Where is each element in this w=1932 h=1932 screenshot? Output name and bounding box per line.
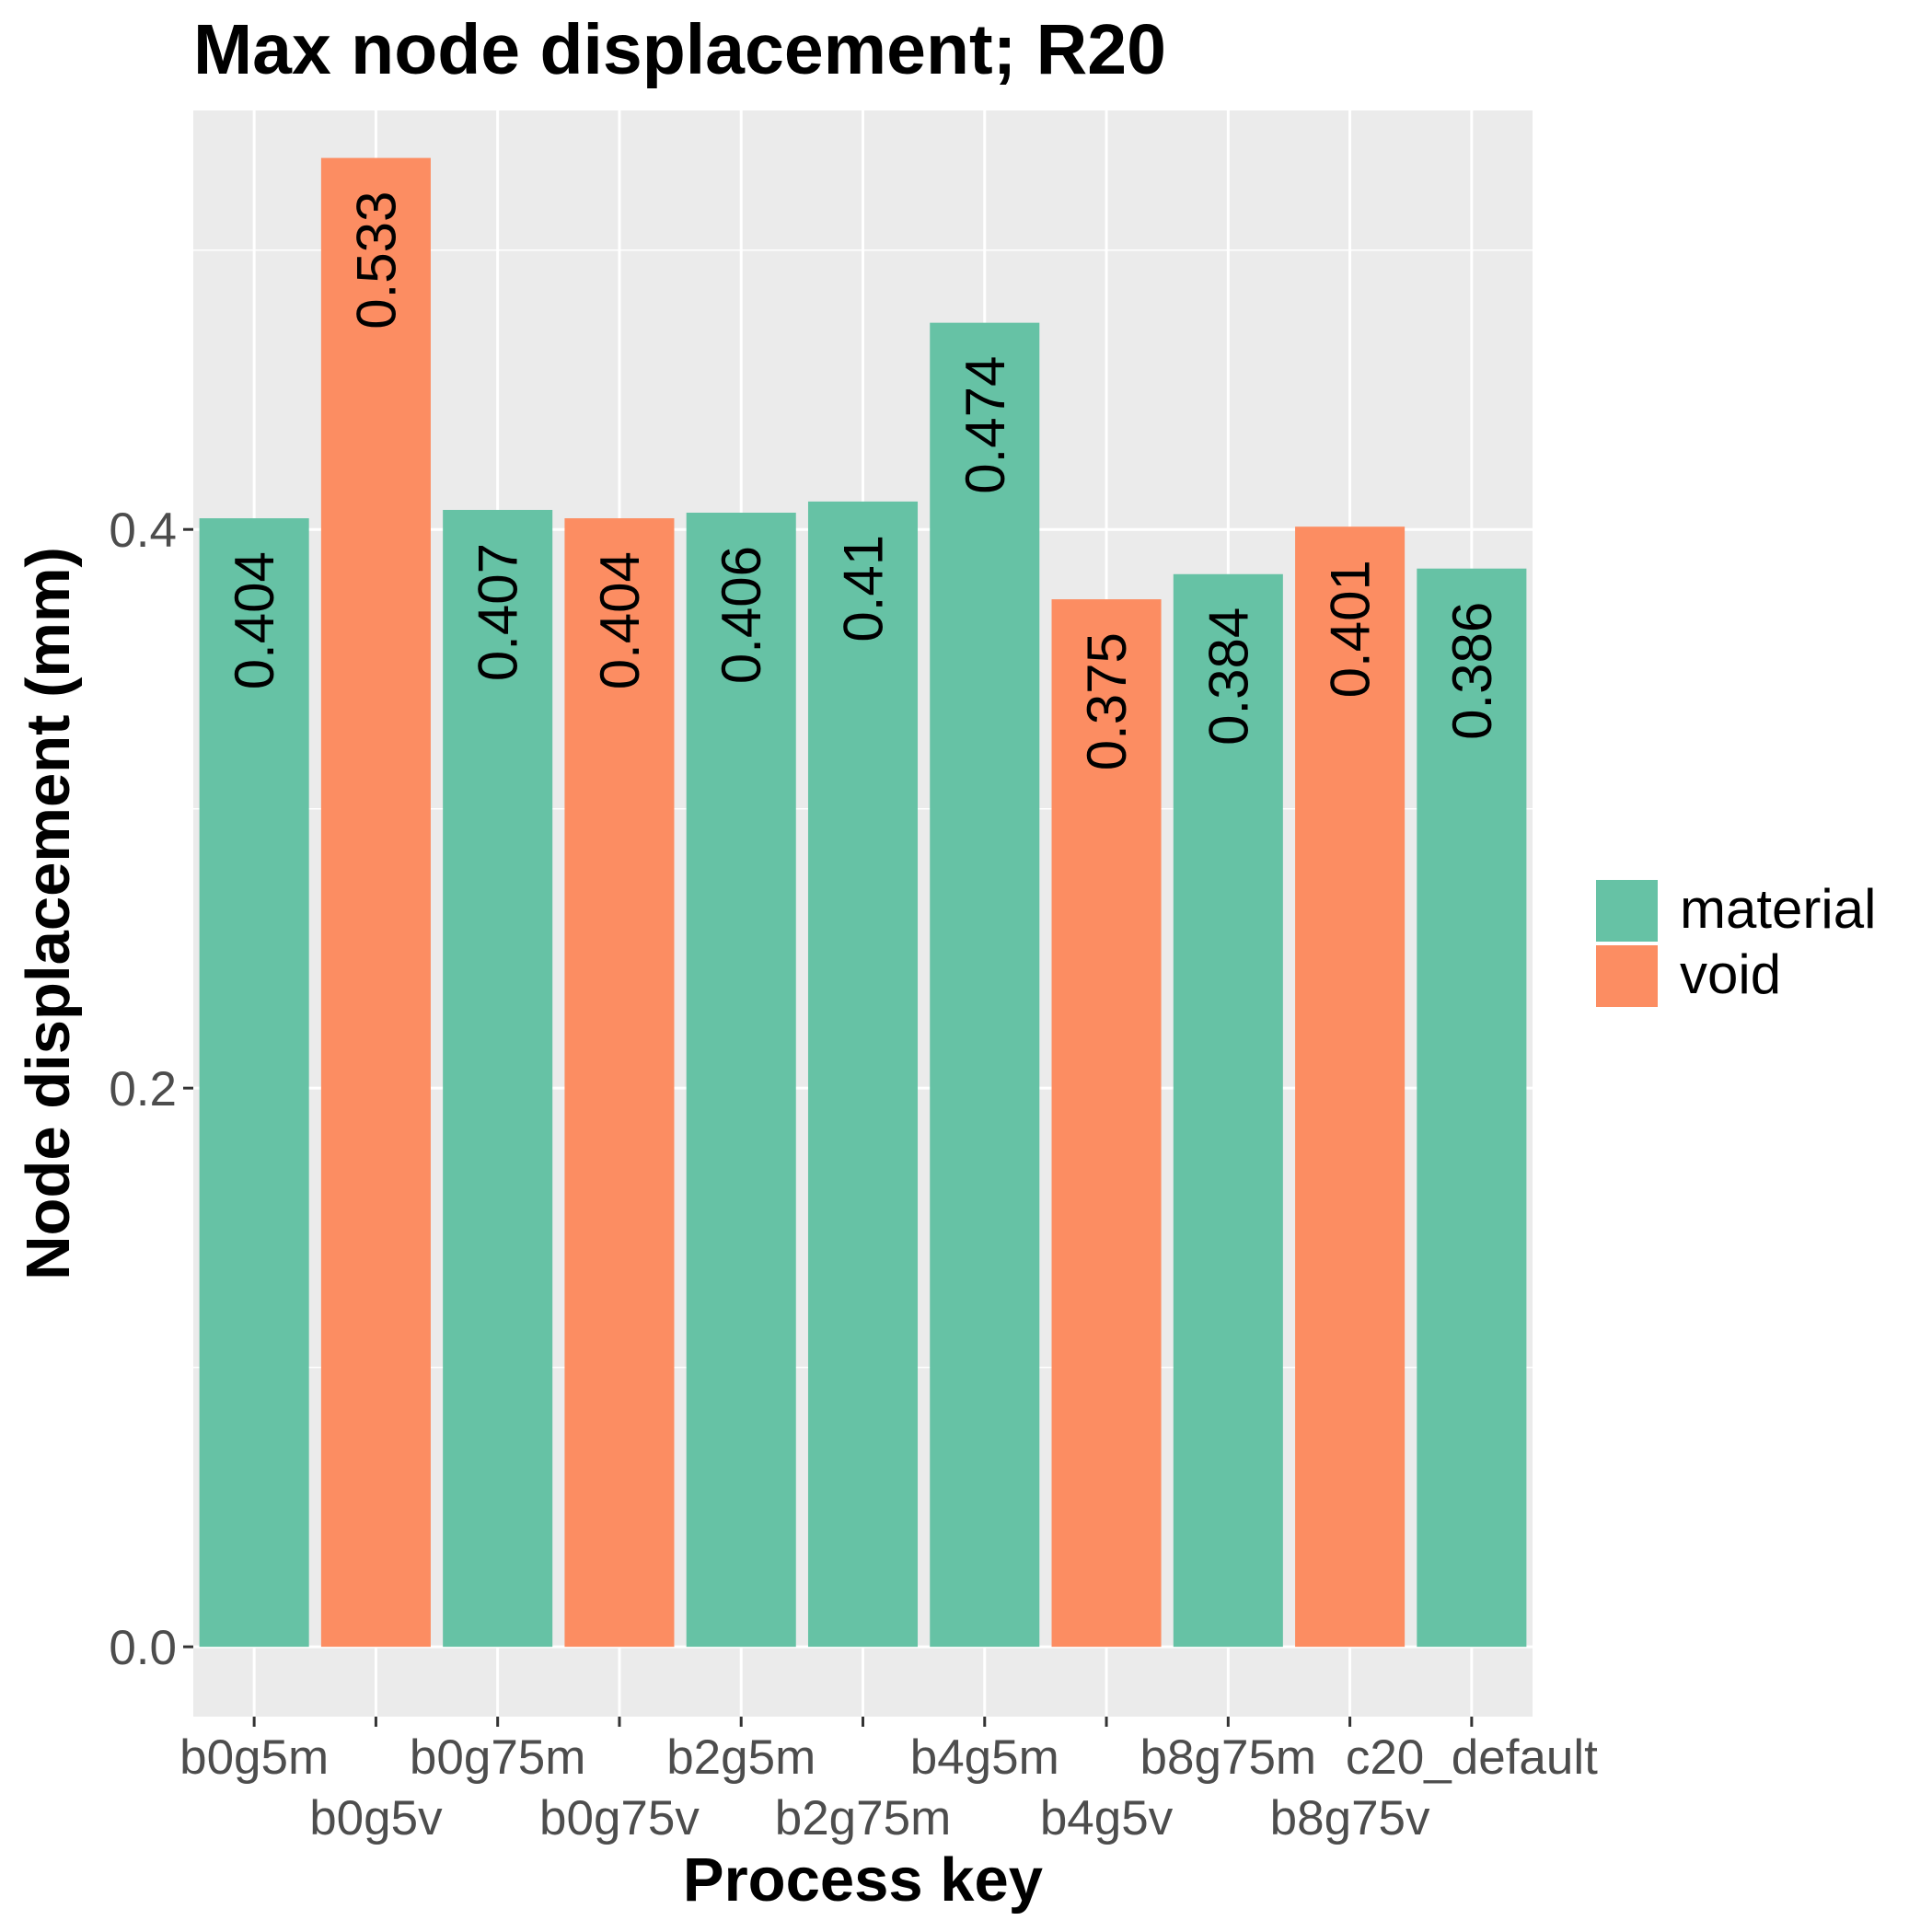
bar-value-label-b0g75m: 0.407 (468, 543, 529, 681)
bar-value-label-b2g75m: 0.41 (833, 535, 895, 642)
x-tick-label-b0g75m: b0g75m (410, 1730, 586, 1785)
x-tick-label-c20_default: c20_default (1346, 1730, 1598, 1785)
x-tick-label-b2g75m: b2g75m (775, 1791, 952, 1845)
x-tick-label-b2g5m: b2g5m (666, 1730, 816, 1785)
bar-b8g75v (1295, 526, 1406, 1648)
legend-label-void: void (1680, 943, 1781, 1005)
x-tick-label-b0g75v: b0g75v (539, 1791, 700, 1845)
x-tick-label-b8g75m: b8g75m (1140, 1730, 1317, 1785)
x-axis: b0g5m b0g5v b0g75m b0g75v b2g5m b2g75m b4g5m b4… (179, 1717, 1598, 1845)
bar-b2g75m (807, 501, 919, 1648)
y-tick-label: 0.2 (109, 1062, 177, 1116)
bar-value-label-b4g5v: 0.375 (1076, 632, 1138, 770)
x-tick-label-b4g5v: b4g5v (1040, 1791, 1174, 1845)
bar-value-label-b0g5v: 0.533 (345, 191, 407, 330)
x-tick-label-b8g75v: b8g75v (1270, 1791, 1430, 1845)
y-axis: 0.0 0.2 0.4 (109, 503, 193, 1675)
legend-swatch-void (1594, 943, 1660, 1009)
bar-b4g5m (930, 322, 1040, 1648)
bar-b0g75m (443, 509, 553, 1648)
x-axis-title: Process key (683, 1845, 1043, 1915)
x-tick-label-b0g5m: b0g5m (179, 1730, 329, 1785)
bar-value-label-b0g75v: 0.404 (589, 551, 651, 689)
x-tick-label-b0g5v: b0g5v (309, 1791, 443, 1845)
bar-b0g75v (564, 518, 675, 1648)
legend-label-material: material (1680, 878, 1876, 940)
y-axis-title: Node displacement (mm) (14, 547, 83, 1280)
bar-b4g5v (1051, 599, 1162, 1648)
bars (199, 157, 1527, 1648)
chart-title: Max node displacement; R20 (193, 10, 1166, 89)
bar-value-label-b4g5m: 0.474 (954, 356, 1016, 494)
y-tick-label: 0.4 (109, 503, 177, 558)
bar-value-label-c20_default: 0.386 (1441, 602, 1503, 740)
bar-value-label-b8g75v: 0.401 (1320, 560, 1382, 698)
bar-c20_default (1417, 568, 1527, 1648)
x-tick-label-b4g5m: b4g5m (910, 1730, 1059, 1785)
bar-value-label-b8g75m: 0.384 (1197, 607, 1259, 746)
bar-value-label-b2g5m: 0.406 (711, 546, 772, 684)
bar-b8g75m (1173, 573, 1283, 1648)
bar-value-labels: 0.404 0.533 0.407 0.404 0.406 0.41 0.474 0.375 0… (224, 191, 1503, 771)
bar-b0g5m (199, 518, 309, 1648)
bar-b2g5m (686, 513, 796, 1648)
bar-b0g5v (320, 157, 431, 1648)
y-tick-label: 0.0 (109, 1621, 177, 1675)
legend-swatch-material (1594, 878, 1660, 943)
bar-value-label-b0g5m: 0.404 (224, 551, 285, 689)
